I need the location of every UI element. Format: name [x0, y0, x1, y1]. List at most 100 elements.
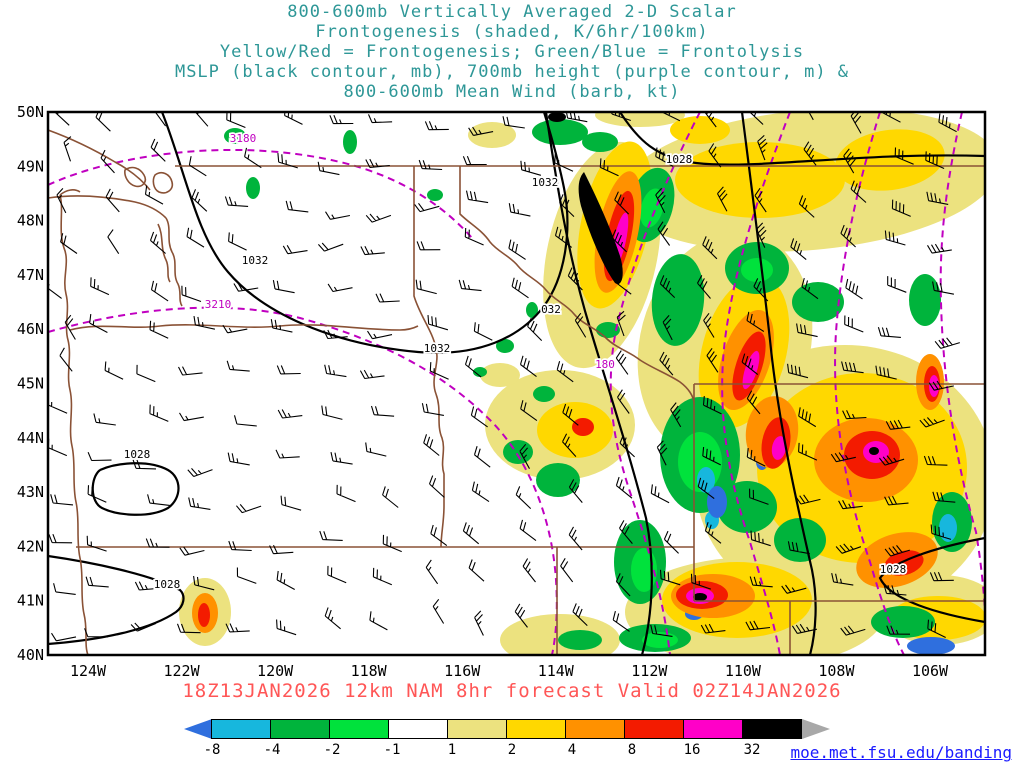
shading-blob-cyan	[939, 514, 957, 542]
mslp-contour-label: 1032	[424, 342, 451, 355]
mslp-contour	[91, 462, 180, 516]
state-border	[152, 172, 174, 194]
shading-blob-magenta	[929, 375, 939, 397]
state-borders-layer	[48, 129, 985, 655]
mslp-contour	[48, 554, 185, 646]
shading-blob-green	[246, 177, 260, 199]
colorbar-label: -8	[203, 742, 221, 758]
height-contours-layer	[48, 112, 985, 655]
wind-barb	[48, 112, 960, 642]
colorbar-segment-khaki	[447, 719, 507, 739]
state-border	[157, 223, 171, 283]
mslp-contour-label: 1028	[124, 448, 151, 461]
lon-tick-label: 118W	[351, 662, 388, 680]
shading-blob-yellow	[670, 116, 730, 144]
title-line-4: MSLP (black contour, mb), 700mb height (…	[174, 62, 850, 82]
mslp-contour	[544, 112, 653, 655]
lat-tick-label: 44N	[17, 429, 44, 447]
lat-tick-label: 41N	[17, 592, 44, 610]
lat-tick-label: 42N	[17, 537, 44, 555]
shading-blob-bright_green	[631, 548, 657, 592]
shading-blob-green	[427, 189, 443, 201]
height-contour-label: 3180	[230, 132, 257, 145]
mslp-contour	[160, 112, 569, 354]
shading-blob-green	[526, 302, 538, 318]
lat-tick-label: 46N	[17, 320, 44, 338]
colorbar-segment-black	[742, 719, 802, 739]
state-border	[59, 194, 89, 655]
height-contour-label: 180	[595, 358, 615, 371]
colorbar-label: 16	[683, 742, 701, 758]
shading-blob-red	[198, 603, 210, 627]
colorbar-label: -2	[323, 742, 341, 758]
state-border	[48, 195, 167, 219]
shading-blob-khaki	[480, 363, 520, 387]
colorbar-segment-green	[270, 719, 330, 739]
height-contour	[834, 112, 905, 655]
state-border	[69, 324, 419, 331]
lon-tick-label: 112W	[631, 662, 668, 680]
title-line-2: Frontogenesis (shaded, K/6hr/100km)	[315, 22, 709, 42]
shading-blob-green	[343, 130, 357, 154]
mslp-contour	[740, 112, 817, 655]
shading-blob-yellow	[675, 142, 845, 218]
title-line-3: Yellow/Red = Frontogenesis; Green/Blue =…	[219, 42, 805, 62]
lat-tick-label: 50N	[17, 103, 44, 121]
height-contour	[48, 306, 558, 655]
shading-blob-green	[532, 119, 588, 145]
wind-barbs-layer	[48, 112, 960, 642]
colorbar-label: 4	[567, 742, 577, 758]
mslp-contour	[619, 112, 985, 166]
colorbar-arrow-right	[802, 719, 830, 739]
shading-blob-blue	[707, 486, 727, 518]
shading-blob-green	[224, 128, 246, 144]
lat-tick-label: 45N	[17, 375, 44, 393]
colorbar: -8 -4 -2 -1 1 2 4 8 16 32	[184, 719, 840, 765]
colorbar-arrow-left	[184, 719, 212, 739]
colorbar-segment-yellow	[506, 719, 566, 739]
lon-tick-label: 110W	[725, 662, 762, 680]
lat-tick-label: 40N	[17, 646, 44, 664]
shading-blob-green	[503, 440, 533, 464]
shading-blob-magenta	[742, 350, 760, 390]
mslp-contour-label: 1028	[154, 578, 181, 591]
shading-blob-green	[533, 386, 555, 402]
lat-tick-label: 49N	[17, 157, 44, 175]
state-border	[59, 189, 81, 196]
state-border	[459, 166, 695, 405]
colorbar-label: 1	[447, 742, 457, 758]
colorbar-label: -1	[383, 742, 401, 758]
forecast-caption: 18Z13JAN2026 12km NAM 8hr forecast Valid…	[182, 680, 842, 702]
axis-tick-labels: 50N 49N 48N 47N 46N 45N 44N 43N 42N 41N 40N 124W 122…	[17, 103, 949, 680]
map-frame	[46, 110, 987, 657]
colorbar-segment-magenta	[683, 719, 743, 739]
lon-tick-label: 114W	[538, 662, 575, 680]
mslp-contour-label: 032	[541, 303, 561, 316]
shading-blob-khaki	[595, 112, 685, 127]
mslp-contour	[878, 536, 985, 624]
height-contour-label: 3210	[205, 298, 232, 311]
frontogenesis-shading	[179, 112, 985, 655]
shading-blob-green	[496, 339, 514, 353]
shading-blob-khaki	[468, 122, 516, 148]
credit-link[interactable]: moe.met.fsu.edu/banding	[790, 743, 1012, 762]
state-border	[165, 217, 183, 307]
shading-blob-black	[693, 593, 707, 601]
lon-tick-label: 122W	[163, 662, 200, 680]
lon-tick-label: 108W	[818, 662, 855, 680]
shading-blob-black	[869, 447, 879, 455]
shading-blob-green	[717, 481, 777, 533]
shading-blob-green	[909, 274, 941, 326]
lon-tick-label: 120W	[257, 662, 294, 680]
lat-tick-label: 48N	[17, 212, 44, 230]
shading-blob-red	[572, 418, 594, 436]
shading-blob-green	[651, 254, 705, 346]
colorbar-segment-white	[388, 719, 448, 739]
shading-blob-magenta	[771, 436, 787, 460]
lat-tick-label: 47N	[17, 266, 44, 284]
colorbar-strip	[184, 719, 840, 739]
lon-tick-label: 124W	[70, 662, 107, 680]
colorbar-label: 2	[507, 742, 517, 758]
